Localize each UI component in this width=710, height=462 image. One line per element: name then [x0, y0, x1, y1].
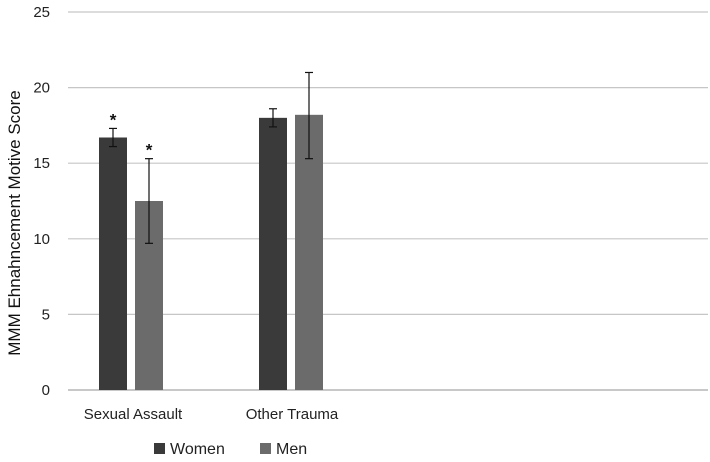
significance-asterisk: *	[146, 141, 153, 160]
x-axis-ticks: Sexual Assault Other Trauma	[84, 406, 339, 423]
legend-swatch-men	[260, 443, 271, 454]
y-axis-ticks: 0 5 10 15 20 25	[33, 4, 50, 399]
bars	[99, 114, 323, 390]
legend: Women Men	[154, 441, 307, 458]
bar-men-1	[295, 114, 323, 390]
bar-women-0	[99, 137, 127, 390]
legend-label-men: Men	[276, 441, 307, 458]
significance-asterisk: *	[110, 110, 117, 129]
y-tick-label: 10	[33, 231, 50, 248]
legend-swatch-women	[154, 443, 165, 454]
y-tick-label: 0	[42, 382, 50, 399]
y-tick-label: 15	[33, 155, 50, 172]
gridlines	[68, 11, 708, 391]
y-tick-label: 5	[42, 306, 50, 323]
significance-markers: **	[110, 110, 153, 159]
x-tick-label: Other Trauma	[246, 406, 339, 423]
x-tick-label: Sexual Assault	[84, 406, 183, 423]
y-tick-label: 20	[33, 80, 50, 97]
error-bars	[109, 71, 313, 244]
bar-women-1	[259, 117, 287, 390]
y-axis-title: MMM Ehnahncement Motive Score	[5, 90, 24, 356]
y-tick-label: 25	[33, 4, 50, 21]
legend-label-women: Women	[170, 441, 225, 458]
